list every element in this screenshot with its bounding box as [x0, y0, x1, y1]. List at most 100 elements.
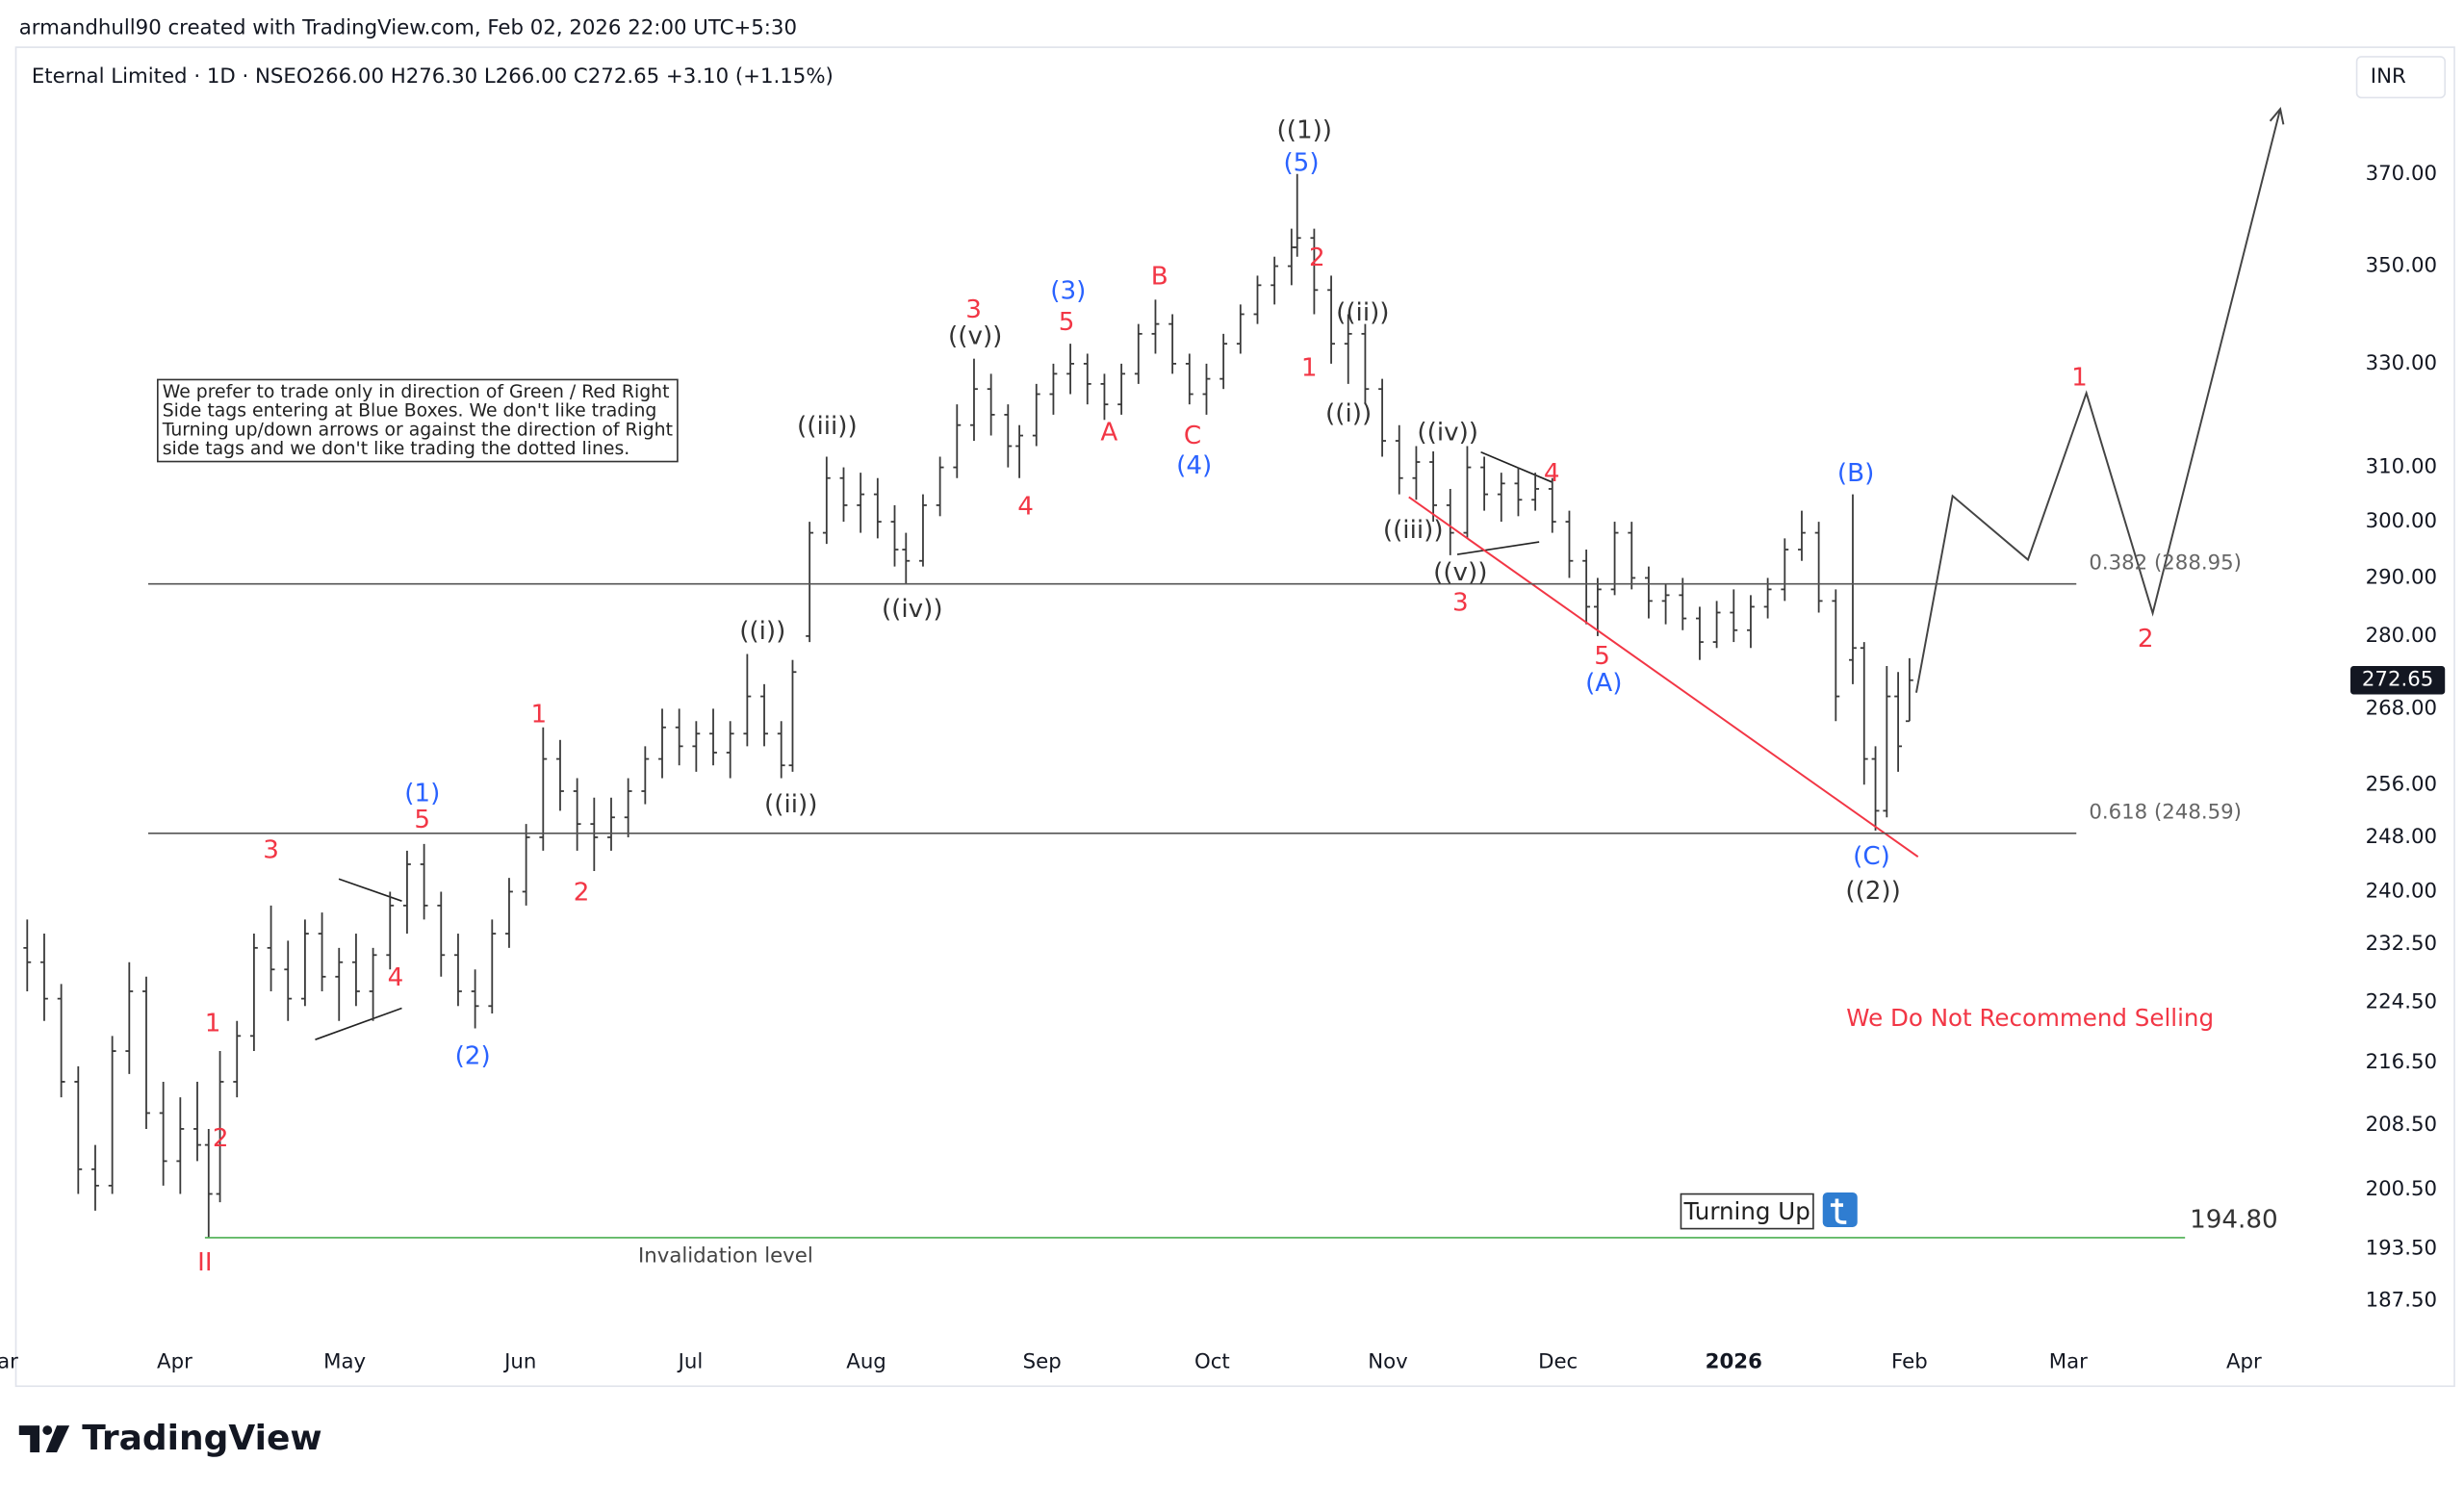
- wave-label: II: [197, 1248, 212, 1277]
- y-tick-label: 268.00: [2366, 696, 2437, 720]
- x-tick-label: Mar: [2049, 1350, 2088, 1374]
- signal: Turning Up: [1683, 1197, 1810, 1225]
- triangle-line: [1480, 450, 1553, 483]
- symbol: Eternal Limited · 1D · NSE: [32, 64, 296, 89]
- fib-label: 0.618 (248.59): [2089, 801, 2242, 825]
- credit: armandhull90 created with TradingView.co…: [19, 15, 797, 39]
- wave-label: ((v)): [948, 322, 1002, 351]
- wave-label: ((iv)): [1417, 419, 1478, 448]
- wave-label: B: [1151, 263, 1168, 292]
- wave-label: 3: [965, 295, 982, 324]
- projection-arrowhead: [2269, 107, 2285, 125]
- x-tick-label: Nov: [1368, 1350, 1408, 1374]
- y-tick-label: 300.00: [2366, 509, 2437, 533]
- note-box: [156, 378, 679, 463]
- y-tick-label: 310.00: [2366, 455, 2437, 479]
- wave-label: 3: [1452, 588, 1469, 617]
- triangle-line: [338, 878, 402, 902]
- wave-label: ((2)): [1845, 877, 1901, 906]
- x-tick-label: Mar: [0, 1350, 18, 1374]
- y-tick-label: 370.00: [2366, 162, 2437, 186]
- quote: O266.00 H276.30 L266.00 C272.65 +3.10 (+…: [296, 64, 834, 89]
- triangle-line: [1456, 541, 1540, 555]
- y-tick-label: 193.50: [2366, 1236, 2437, 1260]
- x-tick-label: Sep: [1023, 1350, 1062, 1374]
- brand: TradingView: [82, 1419, 321, 1458]
- y-tick-label: 216.50: [2366, 1050, 2437, 1074]
- wave-label: 5: [1594, 642, 1610, 671]
- wave-label: 3: [263, 835, 279, 864]
- x-tick-label: May: [323, 1350, 366, 1374]
- y-tick-label: 256.00: [2366, 772, 2437, 796]
- brand-logo: [18, 1425, 70, 1452]
- currency-box[interactable]: [2355, 56, 2447, 99]
- note-line: side tags and we don't like trading the …: [163, 439, 630, 459]
- wave-label: 2: [1309, 244, 1325, 272]
- last-price-box: [2350, 665, 2446, 695]
- x-tick-label: Aug: [846, 1350, 886, 1374]
- y-tick-label: 224.50: [2366, 989, 2437, 1013]
- wave-label: 4: [1544, 459, 1560, 488]
- x-tick-label: Oct: [1194, 1350, 1230, 1374]
- wave-label: 4: [388, 963, 404, 992]
- y-tick-label: 248.00: [2366, 825, 2437, 849]
- wave-label: 1: [531, 701, 548, 730]
- y-tick-label: 200.50: [2366, 1177, 2437, 1201]
- warning: We Do Not Recommend Selling: [1846, 1004, 2214, 1032]
- wave-label: (4): [1176, 451, 1212, 480]
- invalidation-label: Invalidation level: [638, 1244, 813, 1269]
- wave-label: ((v)): [1433, 558, 1487, 587]
- wave-label: 1: [2071, 363, 2088, 392]
- y-tick-label: 290.00: [2366, 565, 2437, 589]
- x-tick-label: Feb: [1891, 1350, 1928, 1374]
- y-tick-label: 350.00: [2366, 254, 2437, 278]
- wave-label: 5: [414, 806, 430, 834]
- wave-label: 2: [574, 878, 590, 907]
- wave-label: (A): [1585, 669, 1622, 698]
- note-line: Turning up/down arrows or against the di…: [162, 420, 673, 440]
- y-tick-label: 240.00: [2366, 879, 2437, 903]
- logo-shape: [45, 1425, 70, 1452]
- x-tick-label: Jun: [502, 1350, 536, 1374]
- wave-label: 1: [1301, 353, 1318, 382]
- wave-label: ((ii)): [764, 790, 817, 819]
- projection-path: [1914, 109, 2282, 693]
- last-price: 272.65: [2362, 668, 2433, 692]
- y-tick-label: 280.00: [2366, 624, 2437, 648]
- currency[interactable]: INR: [2371, 64, 2406, 89]
- fib-label: 0.382 (288.95): [2089, 551, 2242, 575]
- wave-label: (5): [1283, 149, 1319, 178]
- wave-label: (B): [1837, 459, 1874, 488]
- x-tick-label: Apr: [157, 1350, 192, 1374]
- wave-label: 2: [213, 1124, 229, 1153]
- note-line: Side tags entering at Blue Boxes. We don…: [163, 401, 657, 422]
- wave-label: 4: [1017, 493, 1034, 522]
- wave-label: (3): [1050, 276, 1086, 305]
- wave-label: ((iii)): [1383, 516, 1444, 545]
- logo-shape: [18, 1425, 40, 1452]
- logo-shape: [42, 1425, 53, 1435]
- plot: [23, 107, 2285, 1238]
- trendline: [1408, 496, 1919, 859]
- wave-label: ((i)): [739, 617, 785, 646]
- wave-label: ((1)): [1277, 115, 1333, 144]
- y-tick-label: 330.00: [2366, 351, 2437, 375]
- wave-label: ((i)): [1325, 399, 1372, 428]
- y-tick-label: 232.50: [2366, 932, 2437, 956]
- signal-icon: [1822, 1192, 1858, 1227]
- y-tick-label: 187.50: [2366, 1289, 2437, 1313]
- wave-label: (C): [1853, 842, 1890, 871]
- triangle-drawings: [315, 450, 1553, 1040]
- wave-label: (1): [404, 779, 440, 808]
- triangle-line: [315, 1007, 402, 1040]
- wave-label: 2: [2138, 625, 2154, 654]
- y-tick-label: 208.50: [2366, 1113, 2437, 1137]
- wave-label: 5: [1059, 308, 1075, 337]
- x-tick-label: Apr: [2226, 1350, 2262, 1374]
- wave-label: ((iv)): [882, 595, 943, 624]
- wave-label: ((iii)): [797, 412, 858, 441]
- x-tick-label: 2026: [1706, 1350, 1762, 1374]
- wave-label: A: [1100, 419, 1117, 448]
